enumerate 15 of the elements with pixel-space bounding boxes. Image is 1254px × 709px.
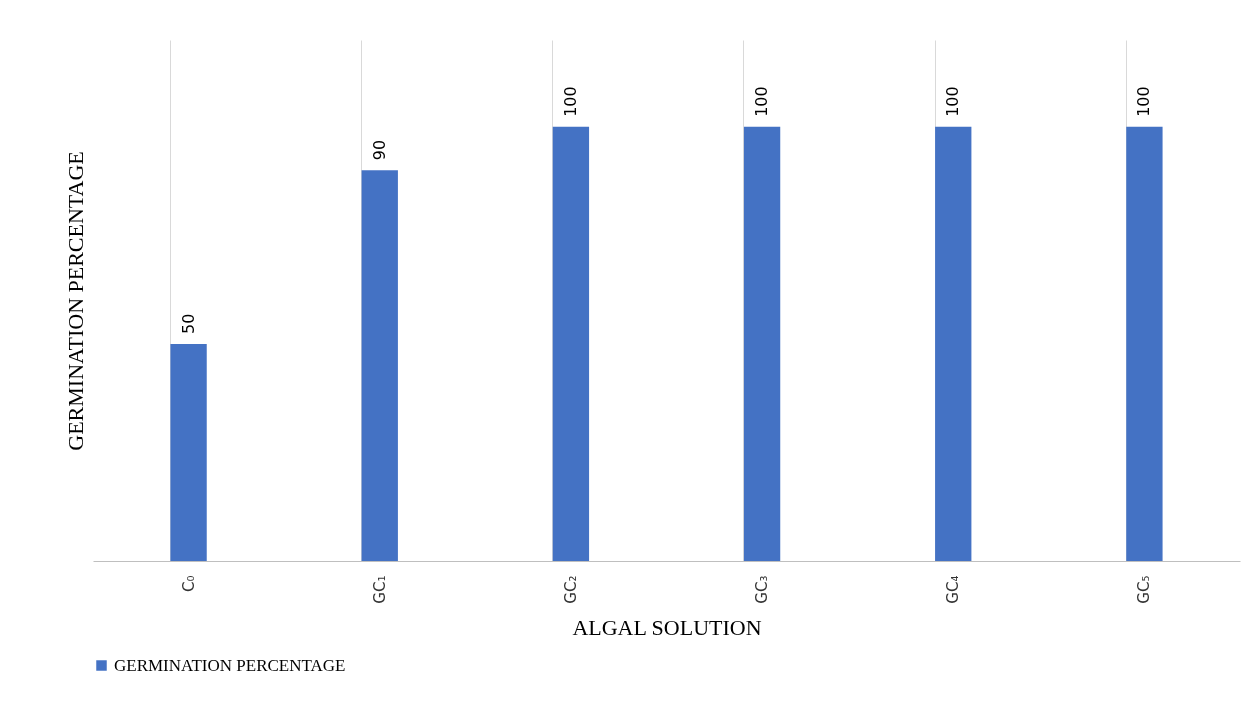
- legend-label: GERMINATION PERCENTAGE: [114, 655, 346, 675]
- x-tick-label: GC₂: [561, 575, 580, 604]
- y-axis-title: GERMINATION PERCENTAGE: [62, 151, 88, 451]
- data-label: 100: [560, 86, 580, 117]
- data-label: 100: [1134, 86, 1154, 117]
- x-tick-label: GC₁: [370, 575, 389, 604]
- x-axis-title: ALGAL SOLUTION: [572, 614, 762, 640]
- data-label: 100: [943, 86, 963, 117]
- data-label: 100: [752, 86, 772, 117]
- x-tick-label: GC₄: [944, 575, 963, 604]
- data-label: 50: [178, 313, 198, 334]
- x-tick-label: C₀: [179, 575, 198, 592]
- data-label: 90: [369, 139, 389, 161]
- x-tick-label: GC₃: [753, 575, 772, 604]
- x-tick-label: GC₅: [1135, 575, 1154, 604]
